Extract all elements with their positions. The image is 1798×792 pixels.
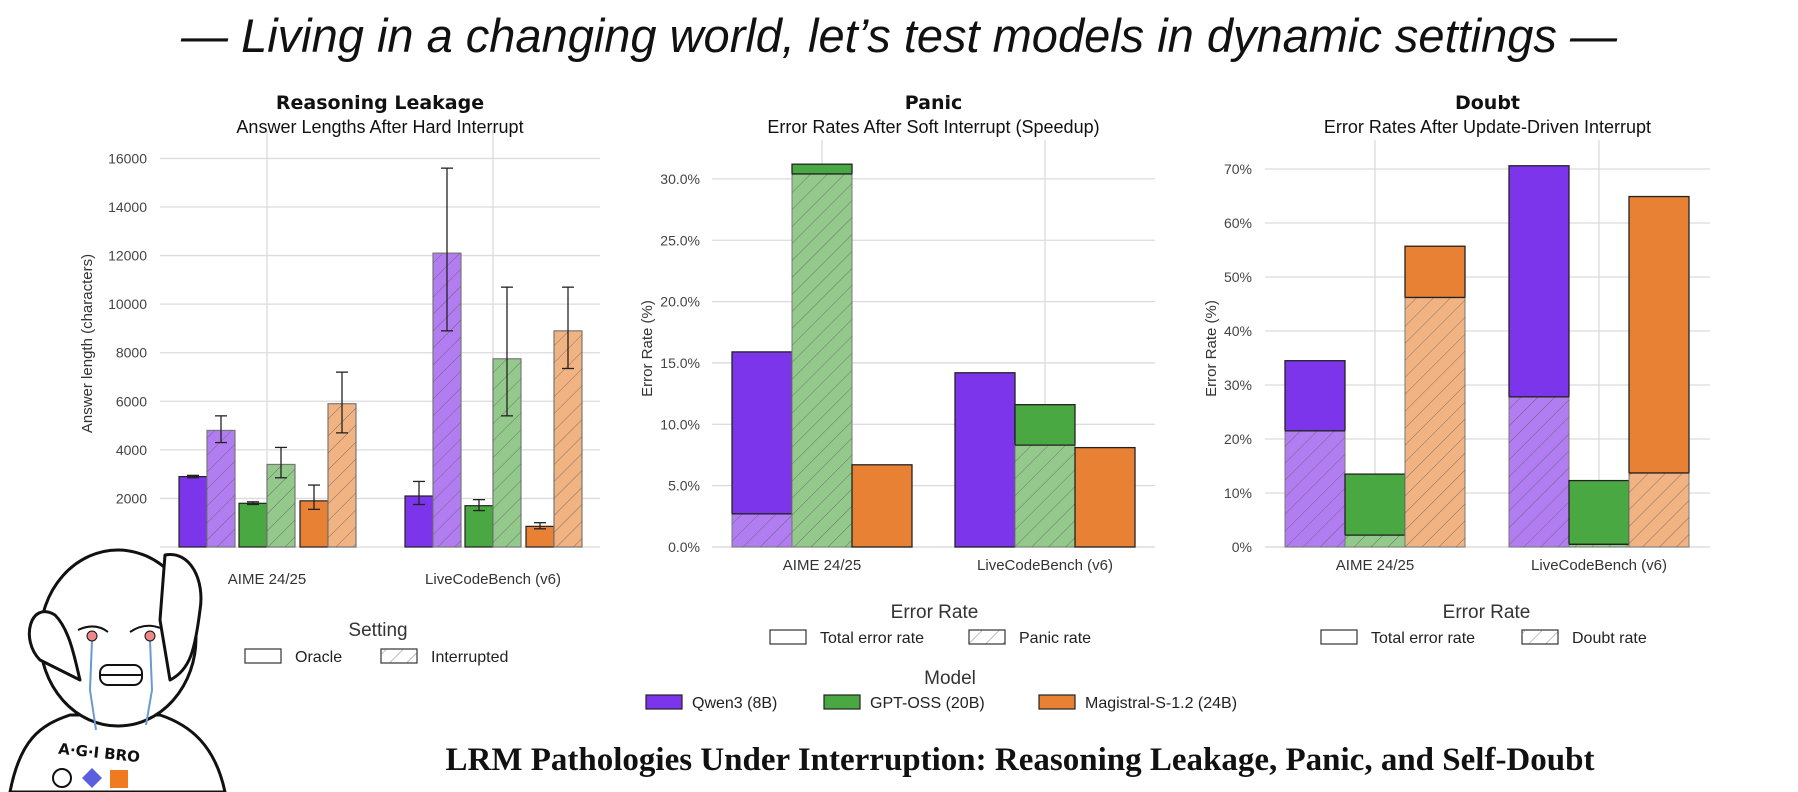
x-category-label: AIME 24/25 bbox=[1336, 557, 1414, 574]
x-category-label: AIME 24/25 bbox=[228, 571, 306, 588]
y-tick-label: 4000 bbox=[116, 442, 147, 458]
bar bbox=[464, 505, 494, 548]
y-tick-label: 40% bbox=[1224, 323, 1252, 339]
y-tick-label: 0% bbox=[1232, 539, 1252, 555]
bar-total-error bbox=[1568, 479, 1630, 545]
y-tick-label: 20.0% bbox=[660, 294, 700, 310]
openai-logo-icon bbox=[52, 768, 72, 788]
y-tick-label: 50% bbox=[1224, 269, 1252, 285]
chart-subtitle: Error Rates After Update-Driven Interrup… bbox=[1324, 117, 1651, 137]
x-category-label: LiveCodeBench (v6) bbox=[425, 571, 561, 588]
bar-total-error bbox=[731, 351, 793, 515]
chart-title: Panic bbox=[905, 92, 963, 114]
y-tick-label: 70% bbox=[1224, 161, 1252, 177]
bar-sub-hatch bbox=[1405, 297, 1465, 547]
legend-entry: Interrupted bbox=[431, 649, 508, 666]
bar-sub-hatch bbox=[792, 173, 852, 547]
bar-total-error bbox=[1628, 195, 1690, 474]
legend-entry: Panic rate bbox=[1019, 630, 1091, 647]
chart-title: Reasoning Leakage bbox=[276, 92, 484, 114]
legend-swatch bbox=[769, 629, 807, 645]
bar bbox=[178, 475, 208, 548]
bar-total-error bbox=[1344, 473, 1406, 536]
bar-sub-hatch bbox=[1345, 535, 1405, 547]
bar-total-error bbox=[1508, 165, 1570, 398]
bar-total-error bbox=[1404, 245, 1466, 299]
y-axis-title: Error Rate (%) bbox=[1203, 300, 1220, 397]
y-tick-label: 10000 bbox=[108, 296, 147, 312]
legend-swatch bbox=[244, 648, 282, 664]
y-tick-label: 30% bbox=[1224, 377, 1252, 393]
legend-swatch-hatch bbox=[969, 630, 1005, 644]
bar-sub-hatch bbox=[1509, 396, 1569, 547]
legend-title: Error Rate bbox=[891, 602, 979, 623]
legend-entry: Doubt rate bbox=[1572, 630, 1647, 647]
mistral-logo-icon bbox=[110, 770, 128, 788]
legend-swatch-hatch bbox=[381, 649, 417, 663]
chart-subtitle: Error Rates After Soft Interrupt (Speedu… bbox=[767, 117, 1099, 137]
bar-total-error bbox=[1074, 446, 1136, 548]
y-tick-label: 10% bbox=[1224, 485, 1252, 501]
model-legend-entry: Qwen3 (8B) bbox=[692, 695, 777, 712]
x-category-label: AIME 24/25 bbox=[783, 557, 861, 574]
y-tick-label: 16000 bbox=[108, 150, 147, 166]
legend-entry: Oracle bbox=[295, 649, 342, 666]
bar-sub-hatch bbox=[1569, 544, 1629, 547]
legend-swatch-hatch bbox=[1522, 630, 1558, 644]
figure-caption-title: LRM Pathologies Under Interruption: Reas… bbox=[445, 742, 1595, 778]
y-axis-title: Answer length (characters) bbox=[79, 254, 96, 433]
bar-sub-hatch bbox=[1629, 473, 1689, 547]
bar-total-error bbox=[1014, 404, 1076, 446]
y-tick-label: 2000 bbox=[116, 490, 147, 506]
y-tick-label: 6000 bbox=[116, 393, 147, 409]
y-tick-label: 5.0% bbox=[668, 478, 700, 494]
bar-total-error bbox=[1284, 360, 1346, 432]
y-tick-label: 20% bbox=[1224, 431, 1252, 447]
bar-sub-hatch bbox=[1285, 430, 1345, 547]
gemini-like-logo-icon bbox=[82, 768, 102, 788]
crying-wojak-meme-image: A·G·I BRO bbox=[8, 548, 227, 792]
legend-entry: Total error rate bbox=[1371, 630, 1475, 647]
bar-sub-hatch bbox=[732, 513, 792, 547]
y-tick-label: 14000 bbox=[108, 199, 147, 215]
bar-hatch bbox=[207, 430, 235, 547]
y-tick-label: 12000 bbox=[108, 248, 147, 264]
y-tick-label: 0.0% bbox=[668, 539, 700, 555]
bar bbox=[525, 525, 555, 548]
y-tick-label: 25.0% bbox=[660, 232, 700, 248]
legend-swatch bbox=[1320, 629, 1358, 645]
bar-total-error bbox=[791, 163, 853, 175]
legend-entry: Total error rate bbox=[820, 630, 924, 647]
y-tick-label: 60% bbox=[1224, 215, 1252, 231]
model-legend-swatch bbox=[645, 694, 683, 710]
y-tick-label: 15.0% bbox=[660, 355, 700, 371]
model-legend-swatch bbox=[823, 694, 861, 710]
bar-total-error bbox=[954, 372, 1016, 548]
bar-total-error bbox=[851, 464, 913, 548]
page-title: — Living in a changing world, let’s test… bbox=[181, 9, 1617, 62]
x-category-label: LiveCodeBench (v6) bbox=[977, 557, 1113, 574]
chart-title: Doubt bbox=[1455, 92, 1520, 114]
bar bbox=[238, 502, 268, 548]
y-axis-title: Error Rate (%) bbox=[639, 300, 656, 397]
model-legend-swatch bbox=[1038, 694, 1076, 710]
y-tick-label: 10.0% bbox=[660, 416, 700, 432]
bar-sub-hatch bbox=[1015, 445, 1075, 547]
x-category-label: LiveCodeBench (v6) bbox=[1531, 557, 1667, 574]
chart-subtitle: Answer Lengths After Hard Interrupt bbox=[236, 117, 523, 137]
model-legend-entry: GPT-OSS (20B) bbox=[870, 695, 985, 712]
y-tick-label: 30.0% bbox=[660, 171, 700, 187]
legend-title: Error Rate bbox=[1443, 602, 1531, 623]
y-tick-label: 8000 bbox=[116, 345, 147, 361]
model-legend-title: Model bbox=[924, 668, 976, 689]
legend-title: Setting bbox=[348, 620, 407, 641]
model-legend-entry: Magistral-S-1.2 (24B) bbox=[1085, 695, 1237, 712]
